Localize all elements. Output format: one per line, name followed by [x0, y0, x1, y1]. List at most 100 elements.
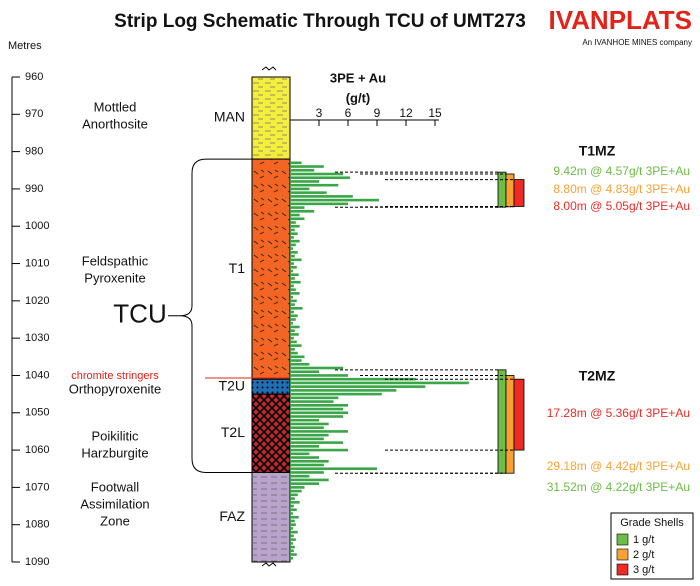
grade-bar: [290, 433, 329, 437]
chart-title: Strip Log Schematic Through TCU of UMT27…: [114, 11, 526, 32]
grade-bar: [290, 422, 329, 426]
grade-bar: [290, 523, 296, 526]
shell-label: 17.28m @ 5.36g/t 3PE+Au: [547, 406, 690, 420]
shell-label: 29.18m @ 4.42g/t 3PE+Au: [547, 459, 690, 473]
y-tick-label: 1090: [25, 556, 49, 568]
unit-pattern: [252, 159, 290, 380]
grade-bar: [290, 239, 300, 243]
grade-bar: [290, 463, 324, 467]
y-tick-label: 960: [25, 71, 43, 83]
tcu-label: TCU: [113, 299, 166, 329]
legend-title: Grade Shells: [620, 517, 684, 529]
grade-bar: [290, 534, 294, 538]
grade-bar: [290, 277, 295, 280]
rock-label: Zone: [100, 513, 130, 528]
rock-label: Orthopyroxenite: [69, 381, 162, 396]
grade-bar: [290, 381, 469, 385]
grade-bar: [290, 198, 379, 202]
grade-bar: [290, 176, 350, 180]
legend-swatch: [616, 563, 629, 576]
grade-bar: [290, 538, 296, 541]
grade-bar: [290, 497, 295, 500]
unit-code: FAZ: [219, 508, 245, 524]
grade-bar: [290, 389, 397, 392]
shell-label: 31.52m @ 4.22g/t 3PE+Au: [547, 480, 690, 494]
grade-bar: [290, 359, 302, 362]
grade-shell: [497, 369, 507, 474]
grade-bar: [290, 542, 293, 545]
shell-label: 8.00m @ 5.05g/t 3PE+Au: [553, 199, 690, 213]
grade-bar: [290, 307, 303, 310]
grade-bar: [290, 165, 324, 168]
grade-bar: [290, 404, 348, 407]
shell-label: 9.42m @ 4.57g/t 3PE+Au: [553, 164, 690, 178]
grade-bar: [290, 325, 300, 329]
grade-bar: [290, 254, 295, 258]
grade-bar: [290, 228, 295, 232]
rock-label: Mottled: [94, 99, 137, 114]
x-axis-label: (g/t): [346, 90, 371, 105]
rock-label: Poikilitic: [92, 428, 139, 443]
grade-bar: [290, 407, 344, 411]
grade-bar: [290, 180, 319, 183]
unit-code: T2U: [219, 377, 245, 393]
grade-bar: [290, 292, 300, 295]
grade-bar: [290, 411, 348, 415]
grade-bar: [290, 314, 298, 318]
legend-label: 1 g/t: [633, 534, 654, 546]
grade-bar: [290, 478, 329, 482]
legend-label: 3 g/t: [633, 564, 654, 576]
unit-code: T1: [229, 260, 246, 276]
x-tick-label: 6: [345, 106, 352, 120]
grade-shell: [505, 173, 515, 208]
grade-bar: [290, 504, 294, 508]
grade-bar: [290, 329, 295, 332]
shell-label: 8.80m @ 4.83g/t 3PE+Au: [553, 182, 690, 196]
y-tick-label: 1030: [25, 332, 49, 344]
grade-bar: [290, 385, 426, 388]
rock-label: Harzburgite: [81, 445, 148, 460]
grade-bar: [290, 258, 302, 262]
grade-bar: [290, 377, 416, 381]
x-tick-label: 15: [428, 106, 442, 120]
y-tick-label: 1020: [25, 295, 49, 307]
unit-pattern: [252, 472, 290, 562]
brand-sub: An IVANHOE MINES company: [582, 38, 692, 47]
legend-swatch: [616, 548, 629, 561]
zone-name: T1MZ: [579, 143, 616, 159]
grade-bar: [290, 280, 301, 284]
rock-label: Pyroxenite: [84, 270, 145, 285]
grade-bar: [290, 482, 319, 485]
grade-bar: [290, 437, 324, 441]
grade-bar: [290, 187, 310, 191]
grade-bar: [290, 366, 344, 370]
unit-code: MAN: [214, 109, 245, 125]
brand: IVANPLATS: [549, 5, 692, 35]
grade-bar: [290, 247, 293, 250]
grade-bar: [290, 195, 353, 198]
grade-bar: [290, 224, 300, 228]
grade-bar: [290, 221, 296, 224]
grade-bar: [290, 441, 344, 444]
grade-bar: [290, 467, 377, 471]
grade-bar: [290, 348, 295, 351]
grade-bar: [290, 396, 339, 400]
x-axis-label: 3PE + Au: [330, 70, 386, 85]
grade-bar: [290, 418, 319, 422]
grade-bar: [290, 321, 293, 325]
grade-bar: [290, 486, 305, 489]
legend-label: 2 g/t: [633, 549, 654, 561]
grade-bar: [290, 452, 310, 456]
grade-bar: [290, 351, 298, 355]
grade-bar: [290, 262, 294, 265]
rock-label: Anorthosite: [82, 116, 148, 131]
grade-bar: [290, 474, 310, 478]
x-tick-label: 9: [374, 106, 381, 120]
grade-shell: [513, 378, 525, 451]
grade-bar: [290, 295, 293, 299]
grade-bar: [290, 299, 297, 303]
x-tick-label: 3: [316, 106, 323, 120]
grade-bar: [290, 206, 305, 209]
grade-bar: [290, 336, 294, 340]
grade-bar: [290, 362, 310, 366]
